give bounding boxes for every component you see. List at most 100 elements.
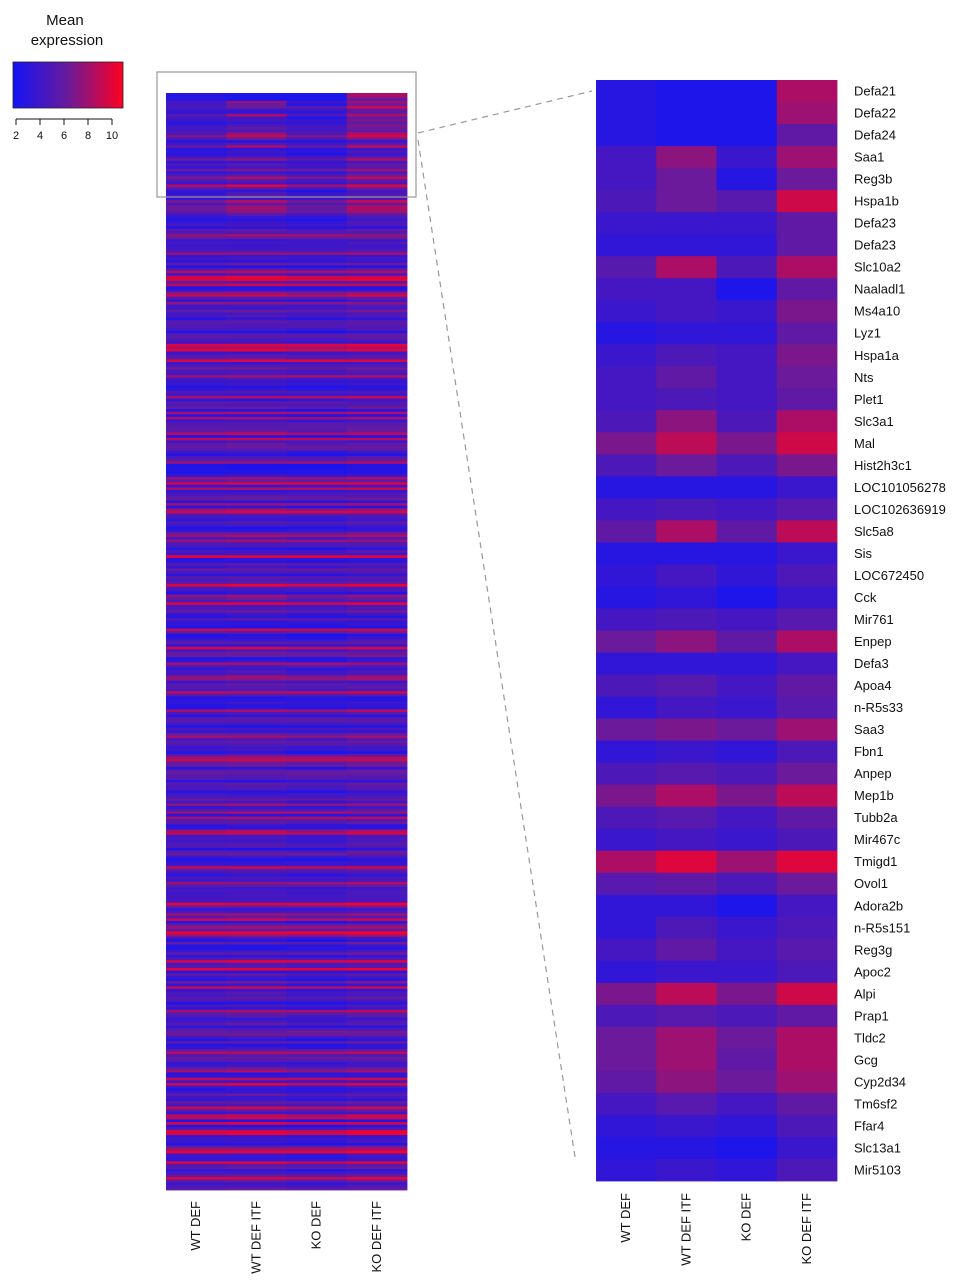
- overview-cell: [346, 766, 408, 770]
- overview-cell: [226, 855, 287, 859]
- overview-cell: [346, 497, 408, 501]
- overview-cell: [226, 495, 287, 499]
- overview-cell: [286, 1098, 348, 1102]
- overview-cell: [166, 563, 227, 567]
- overview-cell: [286, 688, 348, 692]
- overview-cell: [286, 119, 348, 123]
- overview-cell: [286, 301, 348, 305]
- zoom-heatmap: Defa21Defa22Defa24Saa1Reg3bHspa1bDefa23D…: [596, 80, 946, 1266]
- overview-cell: [226, 1080, 287, 1084]
- overview-cell: [166, 335, 227, 339]
- overview-cell: [286, 288, 348, 292]
- overview-cell: [346, 93, 408, 97]
- overview-cell: [166, 505, 227, 509]
- overview-cell: [286, 1090, 348, 1094]
- overview-cell: [346, 1150, 408, 1154]
- overview-cell: [346, 239, 408, 243]
- overview-cell: [346, 484, 408, 488]
- heatmap-cell: [596, 190, 657, 213]
- overview-cell: [166, 842, 227, 846]
- overview-cell: [286, 691, 348, 695]
- gene-row-label: Gcg: [854, 1052, 878, 1067]
- overview-cell: [226, 641, 287, 645]
- overview-cell: [346, 448, 408, 452]
- overview-cell: [346, 1174, 408, 1178]
- overview-cell: [286, 678, 348, 682]
- heatmap-cell: [656, 894, 717, 918]
- overview-cell: [166, 633, 227, 637]
- heatmap-cell: [596, 762, 657, 786]
- overview-cell: [166, 1111, 227, 1115]
- overview-cell: [286, 1176, 348, 1180]
- overview-cell: [286, 1059, 348, 1063]
- overview-cell: [166, 1015, 227, 1019]
- overview-cell: [166, 1142, 227, 1146]
- overview-cell: [226, 411, 287, 415]
- overview-cell: [346, 351, 408, 355]
- overview-cell: [346, 659, 408, 663]
- heatmap-cell: [776, 1158, 838, 1182]
- overview-cell: [286, 782, 348, 786]
- overview-cell: [226, 153, 287, 157]
- overview-cell: [346, 1077, 408, 1081]
- heatmap-cell: [776, 278, 838, 301]
- overview-cell: [286, 1022, 348, 1026]
- overview-cell: [166, 1187, 227, 1191]
- heatmap-cell: [776, 1004, 838, 1028]
- overview-cell: [286, 944, 348, 948]
- overview-cell: [166, 278, 227, 282]
- overview-cell: [226, 288, 287, 292]
- heatmap-cell: [596, 718, 657, 741]
- overview-cell: [166, 179, 227, 183]
- overview-cell: [286, 158, 348, 162]
- gene-row-label: Anpep: [854, 766, 892, 781]
- overview-cell: [346, 388, 408, 392]
- overview-cell: [166, 748, 227, 752]
- overview-cell: [166, 840, 227, 844]
- overview-cell: [346, 1059, 408, 1063]
- overview-cell: [226, 881, 287, 885]
- overview-cell: [226, 150, 287, 154]
- overview-cell: [346, 646, 408, 650]
- heatmap-cell: [596, 938, 657, 962]
- overview-cell: [226, 200, 287, 204]
- overview-cell: [226, 247, 287, 251]
- overview-cell: [286, 367, 348, 371]
- overview-cell: [346, 675, 408, 679]
- overview-cell: [346, 1101, 408, 1105]
- overview-cell: [346, 954, 408, 958]
- overview-cell: [226, 610, 287, 614]
- overview-cell: [226, 171, 287, 175]
- overview-cell: [286, 1122, 348, 1126]
- overview-cell: [346, 821, 408, 825]
- heatmap-cell: [716, 146, 778, 169]
- overview-cell: [346, 996, 408, 1000]
- overview-cell: [166, 362, 227, 366]
- overview-cell: [166, 142, 227, 146]
- overview-cell: [226, 876, 287, 880]
- overview-cell: [226, 970, 287, 974]
- overview-cell: [286, 482, 348, 486]
- heatmap-cell: [776, 432, 838, 455]
- overview-cell: [286, 787, 348, 791]
- overview-cell: [226, 1161, 287, 1165]
- overview-cell: [226, 401, 287, 405]
- overview-cell: [226, 873, 287, 877]
- overview-cell: [226, 866, 287, 870]
- heatmap-cell: [596, 828, 657, 852]
- overview-cell: [226, 1056, 287, 1060]
- heatmap-cell: [776, 982, 838, 1006]
- overview-cell: [286, 419, 348, 423]
- overview-cell: [346, 429, 408, 433]
- overview-cell: [166, 1171, 227, 1175]
- overview-cell: [346, 168, 408, 172]
- overview-cell: [286, 745, 348, 749]
- heatmap-cell: [656, 432, 717, 455]
- overview-cell: [226, 291, 287, 295]
- heatmap-cell: [776, 586, 838, 609]
- overview-cell: [286, 644, 348, 648]
- heatmap-cell: [596, 212, 657, 235]
- overview-cell: [166, 228, 227, 232]
- overview-cell: [286, 1020, 348, 1024]
- overview-cell: [226, 1169, 287, 1173]
